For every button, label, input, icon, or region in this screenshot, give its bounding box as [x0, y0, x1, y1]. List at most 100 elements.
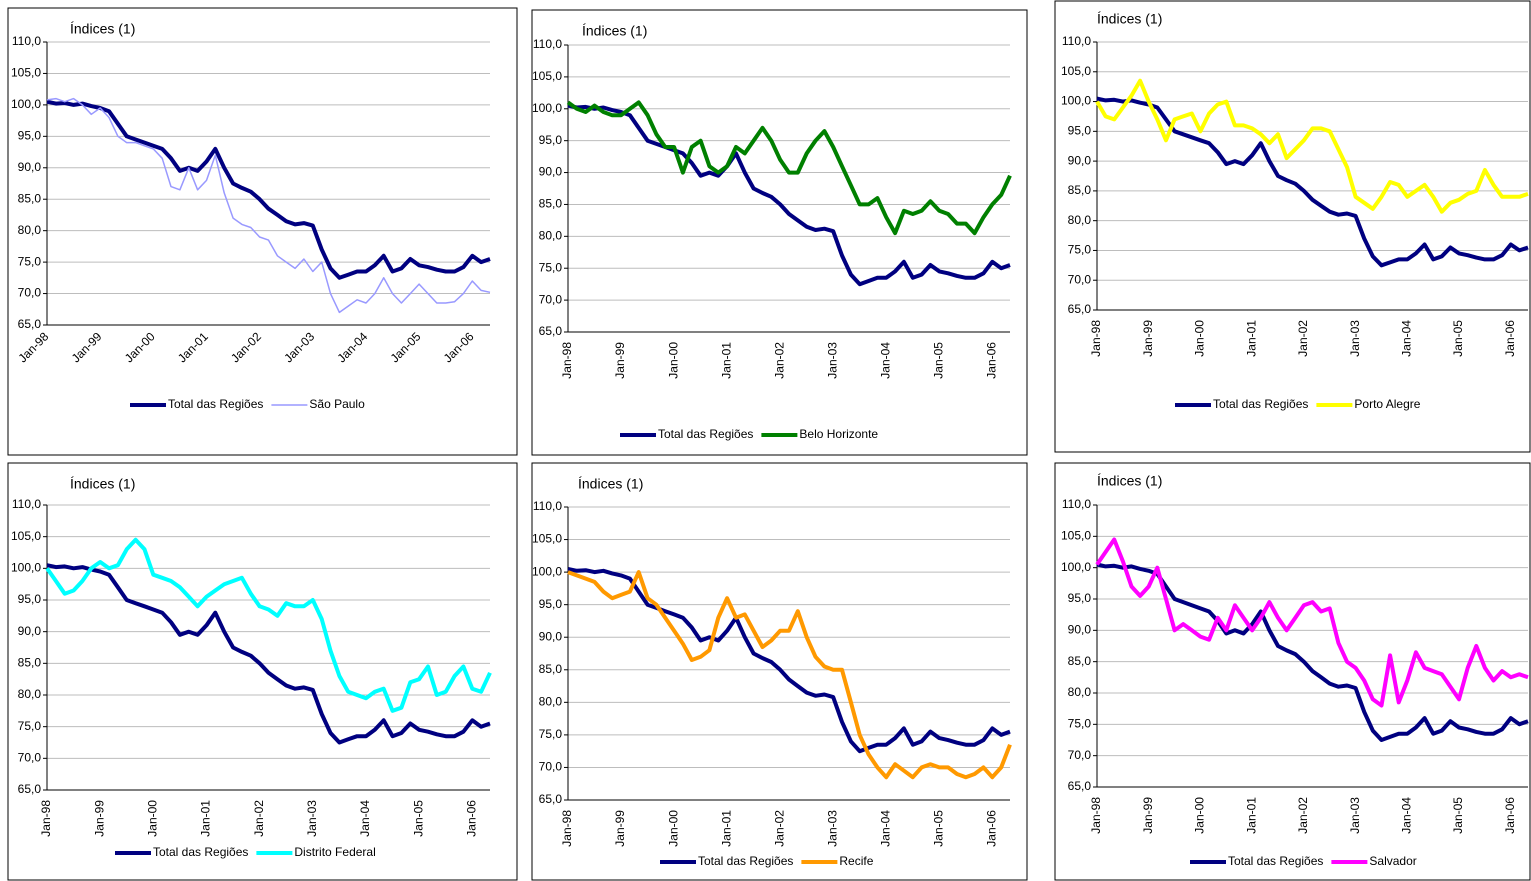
- y-tick-label: 110,0: [533, 499, 562, 513]
- x-tick-label: Jan-04: [878, 810, 892, 847]
- y-tick-label: 65,0: [18, 782, 42, 796]
- legend-label: Recife: [839, 854, 873, 868]
- x-tick-label: Jan-00: [1193, 320, 1207, 357]
- chart-frame: [1054, 0, 1531, 453]
- y-tick-label: 80,0: [1068, 213, 1092, 227]
- y-tick-label: 85,0: [1068, 654, 1092, 668]
- x-tick-label: Jan-99: [613, 342, 627, 379]
- x-tick-label: Jan-01: [1244, 320, 1258, 357]
- x-tick-label: Jan-00: [666, 810, 680, 847]
- y-tick-label: 95,0: [1068, 124, 1092, 138]
- legend-label: Total das Regiões: [658, 427, 753, 441]
- x-tick-label: Jan-98: [1089, 797, 1103, 834]
- y-tick-label: 80,0: [18, 223, 42, 237]
- y-tick-label: 105,0: [1061, 64, 1091, 78]
- legend-label: Salvador: [1369, 854, 1416, 868]
- x-tick-label: Jan-04: [1399, 320, 1413, 357]
- chart: Índices (1) 65,0 70,0 75,0 80,0 85,0 90,0 95,0 1…: [1054, 0, 1531, 453]
- x-tick-label: Jan-98: [1089, 320, 1103, 357]
- chart: Índices (1) 65,0 70,0 75,0 80,0 85,0 90,0 95,0 1…: [7, 7, 518, 456]
- y-tick-label: 90,0: [1068, 623, 1092, 637]
- y-tick-label: 75,0: [18, 719, 42, 733]
- y-tick-label: 65,0: [539, 324, 563, 338]
- y-tick-label: 75,0: [539, 260, 563, 274]
- series-line: [567, 103, 1011, 287]
- series-line: [566, 100, 1012, 236]
- x-tick-label: Jan-01: [199, 800, 213, 837]
- x-tick-label: Jan-05: [411, 800, 425, 837]
- y-tick-label: 80,0: [18, 687, 42, 701]
- legend-label: Total das Regiões: [168, 397, 263, 411]
- legend-label: Total das Regiões: [698, 854, 793, 868]
- legend-label: Total das Regiões: [1213, 397, 1308, 411]
- y-tick-label: 85,0: [18, 656, 42, 670]
- x-tick-label: Jan-01: [719, 810, 733, 847]
- y-tick-label: 95,0: [1068, 591, 1092, 605]
- x-tick-label: Jan-02: [772, 810, 786, 847]
- y-tick-label: 110,0: [1062, 497, 1091, 511]
- series-line: [1095, 78, 1529, 214]
- x-tick-label: Jan-03: [1348, 320, 1362, 357]
- x-tick-label: Jan-03: [1348, 797, 1362, 834]
- x-tick-label: Jan-99: [613, 810, 627, 847]
- y-tick-label: 90,0: [1068, 153, 1092, 167]
- y-tick-label: 80,0: [539, 229, 563, 243]
- x-tick-label: Jan-03: [305, 800, 319, 837]
- legend-label: Distrito Federal: [294, 845, 375, 859]
- x-tick-label: Jan-01: [719, 342, 733, 379]
- x-tick-label: Jan-02: [1296, 320, 1310, 357]
- y-tick-label: 110,0: [12, 497, 41, 511]
- chart-frame: [7, 7, 518, 456]
- x-tick-label: Jan-05: [931, 810, 945, 847]
- chart-title: Índices (1): [578, 476, 643, 492]
- y-tick-label: 105,0: [532, 69, 562, 83]
- x-tick-label: Jan-02: [772, 342, 786, 379]
- y-tick-label: 110,0: [533, 37, 562, 51]
- y-tick-label: 100,0: [532, 564, 562, 578]
- chart: Índices (1) 65,0 70,0 75,0 80,0 85,0 90,0 95,0 1…: [7, 462, 518, 881]
- y-tick-label: 85,0: [18, 191, 42, 205]
- chart: Índices (1) 65,0 70,0 75,0 80,0 85,0 90,0 95,0 1…: [1054, 462, 1531, 881]
- legend-label: São Paulo: [309, 397, 365, 411]
- y-tick-label: 65,0: [18, 317, 42, 331]
- y-tick-label: 65,0: [1068, 779, 1092, 793]
- y-tick-label: 75,0: [1068, 717, 1092, 731]
- x-tick-label: Jan-99: [1141, 320, 1155, 357]
- y-tick-label: 105,0: [11, 66, 41, 80]
- y-tick-label: 100,0: [1061, 94, 1091, 108]
- chart-frame: [1054, 462, 1531, 881]
- y-tick-label: 65,0: [539, 792, 563, 806]
- x-tick-label: Jan-06: [1503, 320, 1517, 357]
- x-tick-label: Jan-01: [1244, 797, 1258, 834]
- y-tick-label: 65,0: [1068, 302, 1092, 316]
- x-tick-label: Jan-06: [984, 342, 998, 379]
- y-tick-label: 70,0: [1068, 272, 1092, 286]
- x-tick-label: Jan-99: [92, 800, 106, 837]
- y-tick-label: 85,0: [1068, 183, 1092, 197]
- y-tick-label: 100,0: [11, 97, 41, 111]
- y-tick-label: 90,0: [18, 624, 42, 638]
- y-tick-label: 95,0: [18, 592, 42, 606]
- y-tick-label: 70,0: [18, 751, 42, 765]
- x-tick-label: Jan-00: [1193, 797, 1207, 834]
- chart-title: Índices (1): [70, 476, 135, 492]
- y-tick-label: 105,0: [11, 529, 41, 543]
- x-tick-label: Jan-04: [358, 800, 372, 837]
- x-tick-label: Jan-06: [1503, 797, 1517, 834]
- y-tick-label: 110,0: [1062, 34, 1091, 48]
- series-line: [46, 97, 491, 314]
- x-tick-label: Jan-05: [1451, 797, 1465, 834]
- x-tick-label: Jan-00: [666, 342, 680, 379]
- legend-label: Total das Regiões: [153, 845, 248, 859]
- y-tick-label: 85,0: [539, 662, 563, 676]
- chart-title: Índices (1): [1097, 11, 1162, 27]
- y-tick-label: 95,0: [18, 129, 42, 143]
- x-tick-label: Jan-98: [39, 800, 53, 837]
- series-line: [46, 563, 491, 745]
- y-tick-label: 100,0: [532, 101, 562, 115]
- y-tick-label: 90,0: [539, 165, 563, 179]
- chart: Índices (1) 65,0 70,0 75,0 80,0 85,0 90,0 95,0 1…: [531, 9, 1028, 456]
- x-tick-label: Jan-04: [878, 342, 892, 379]
- x-tick-label: Jan-03: [825, 342, 839, 379]
